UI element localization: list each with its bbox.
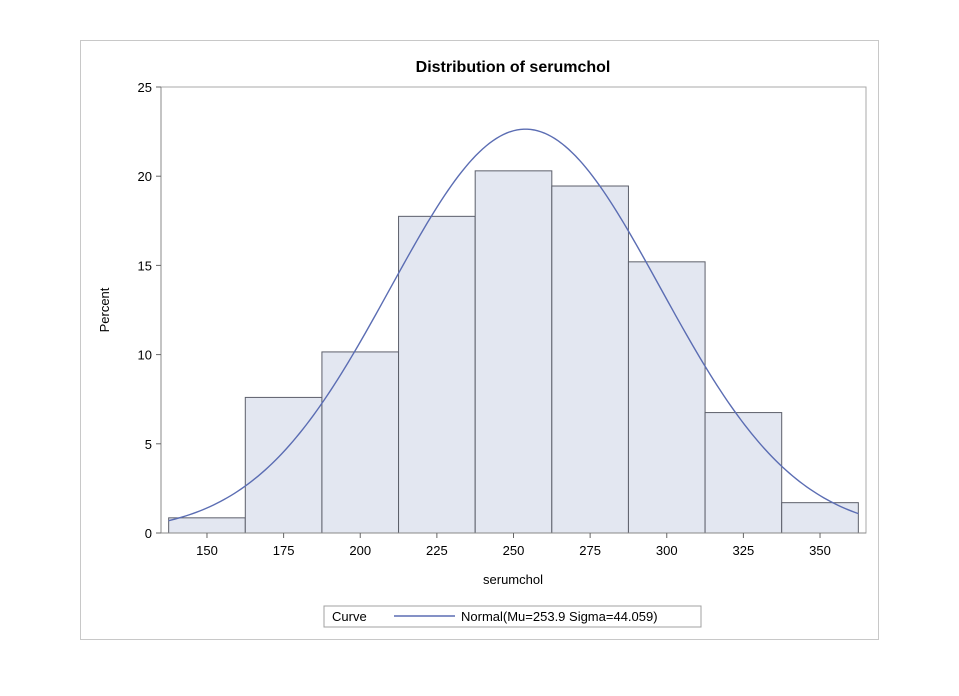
histogram-bar-275	[551, 185, 629, 534]
legend: Curve Normal(Mu=253.9 Sigma=44.059)	[323, 605, 702, 628]
y-tick-label-10: 10	[138, 348, 152, 363]
x-tick-label-300: 300	[656, 543, 678, 558]
legend-entry: Normal(Mu=253.9 Sigma=44.059)	[461, 609, 658, 624]
bars-group	[168, 170, 859, 534]
y-tick-label-15: 15	[138, 258, 152, 273]
x-tick-label-175: 175	[273, 543, 295, 558]
histogram-bar-175	[244, 396, 323, 534]
x-tick-label-325: 325	[733, 543, 755, 558]
y-tick-label-0: 0	[145, 526, 152, 541]
chart-title: Distribution of serumchol	[416, 59, 611, 76]
y-axis-label: Percent	[97, 287, 112, 332]
y-tick-label-5: 5	[145, 437, 152, 452]
x-tick-label-275: 275	[579, 543, 601, 558]
histogram-bar-325	[704, 412, 783, 534]
histogram-bar-350	[781, 502, 859, 534]
chart-frame: Distribution of serumchol 0 5 10 15 20 25 150…	[80, 40, 879, 640]
normal-curve-line	[168, 128, 859, 522]
x-tick-label-350: 350	[809, 543, 831, 558]
x-tick-label-200: 200	[349, 543, 371, 558]
y-tick-label-20: 20	[138, 169, 152, 184]
histogram-bar-300	[627, 261, 706, 534]
histogram-bar-200	[321, 351, 400, 534]
x-tick-label-150: 150	[196, 543, 218, 558]
histogram-bar-250	[474, 170, 553, 534]
y-tick-label-25: 25	[138, 80, 152, 95]
x-axis: 150 175 200 225 250 275 300 325 350	[161, 532, 866, 558]
x-tick-label-250: 250	[503, 543, 525, 558]
y-axis: 0 5 10 15 20 25	[138, 80, 162, 541]
legend-box	[323, 605, 702, 628]
legend-header: Curve	[332, 609, 367, 624]
x-axis-label: serumchol	[483, 572, 543, 587]
histogram-chart: Distribution of serumchol 0 5 10 15 20 25 150…	[97, 59, 867, 628]
x-tick-label-225: 225	[426, 543, 448, 558]
histogram-bar-225	[398, 215, 476, 534]
histogram-bar-150	[168, 517, 246, 534]
